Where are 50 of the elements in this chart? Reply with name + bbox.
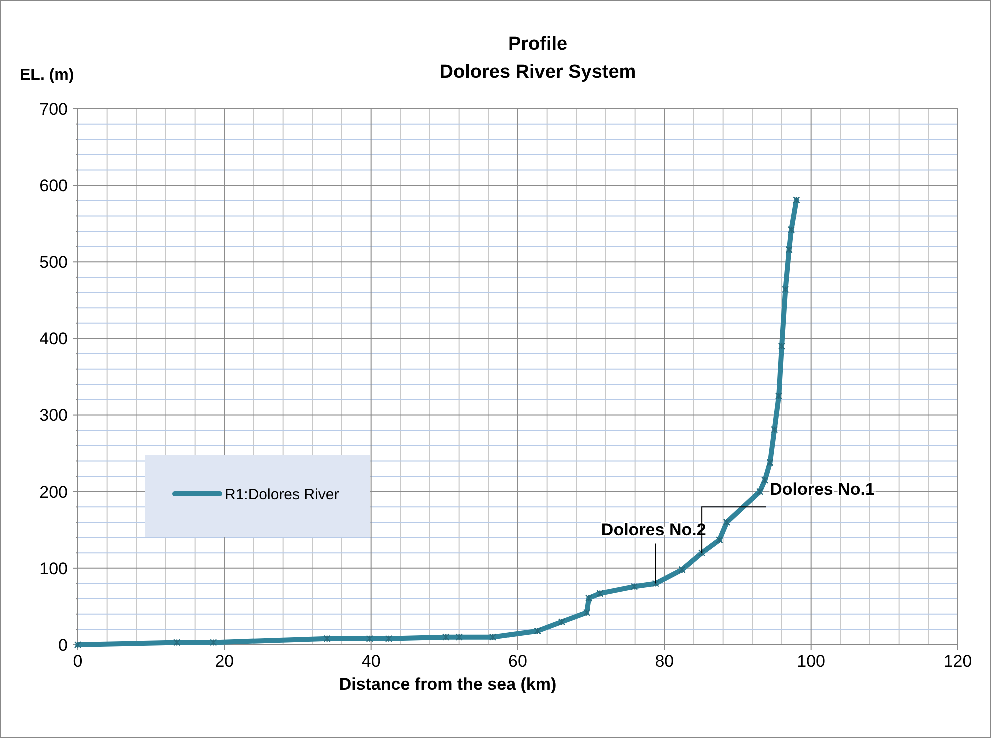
x-tick-label: 100 (797, 652, 826, 671)
point (778, 342, 786, 350)
chart-title: Profile Dolores River System (440, 34, 636, 83)
point (775, 392, 783, 400)
y-tick-label: 200 (40, 482, 68, 502)
point (489, 634, 497, 641)
point (74, 641, 82, 649)
point (366, 635, 374, 642)
point (173, 639, 181, 646)
point (786, 246, 793, 254)
point (762, 476, 769, 484)
y-tick-label: 600 (40, 176, 68, 196)
x-tick-label: 40 (362, 652, 381, 671)
point (534, 628, 542, 635)
y-tick-label: 100 (40, 559, 68, 578)
point (793, 196, 800, 204)
legend-label: R1:Dolores River (225, 486, 340, 504)
point (324, 635, 331, 642)
y-axis-title: EL. (m) (20, 67, 74, 84)
point (771, 426, 778, 434)
x-axis-title: Distance from the sea (km) (339, 675, 557, 694)
point (782, 286, 790, 294)
point (583, 609, 591, 616)
y-tick-label: 0 (58, 636, 68, 655)
point (456, 634, 463, 641)
point (631, 583, 638, 590)
point (385, 635, 393, 642)
x-tick-label: 0 (73, 652, 83, 671)
point (558, 618, 566, 626)
y-tick-label: 300 (40, 406, 68, 426)
y-tick-label: 500 (40, 253, 68, 272)
y-tick-label: 400 (40, 330, 68, 349)
point (210, 639, 218, 646)
point (723, 518, 731, 526)
point (766, 459, 774, 466)
point (652, 580, 660, 588)
annotation: Dolores No.1 (770, 480, 875, 500)
point (586, 594, 593, 602)
point (442, 634, 450, 641)
x-tick-label: 60 (508, 652, 528, 671)
x-tick-label: 120 (944, 652, 972, 671)
point (788, 226, 796, 234)
point (698, 550, 706, 557)
x-tick-label: 20 (215, 652, 234, 671)
y-tick-label: 700 (40, 100, 68, 119)
point (756, 488, 764, 496)
point (596, 590, 604, 598)
point (716, 536, 724, 544)
x-tick-label: 80 (655, 652, 674, 671)
point (678, 566, 686, 574)
